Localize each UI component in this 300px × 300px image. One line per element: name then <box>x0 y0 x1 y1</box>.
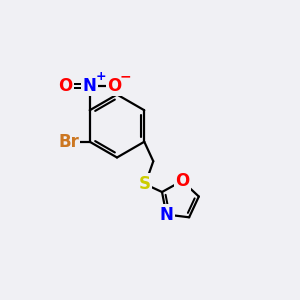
Text: N: N <box>159 206 173 224</box>
Text: O: O <box>107 76 122 95</box>
Text: S: S <box>138 175 150 193</box>
Text: Br: Br <box>58 133 79 151</box>
Text: N: N <box>83 76 97 95</box>
Text: O: O <box>175 172 189 190</box>
Text: O: O <box>58 76 72 95</box>
Text: +: + <box>96 70 106 83</box>
Text: −: − <box>120 69 132 83</box>
